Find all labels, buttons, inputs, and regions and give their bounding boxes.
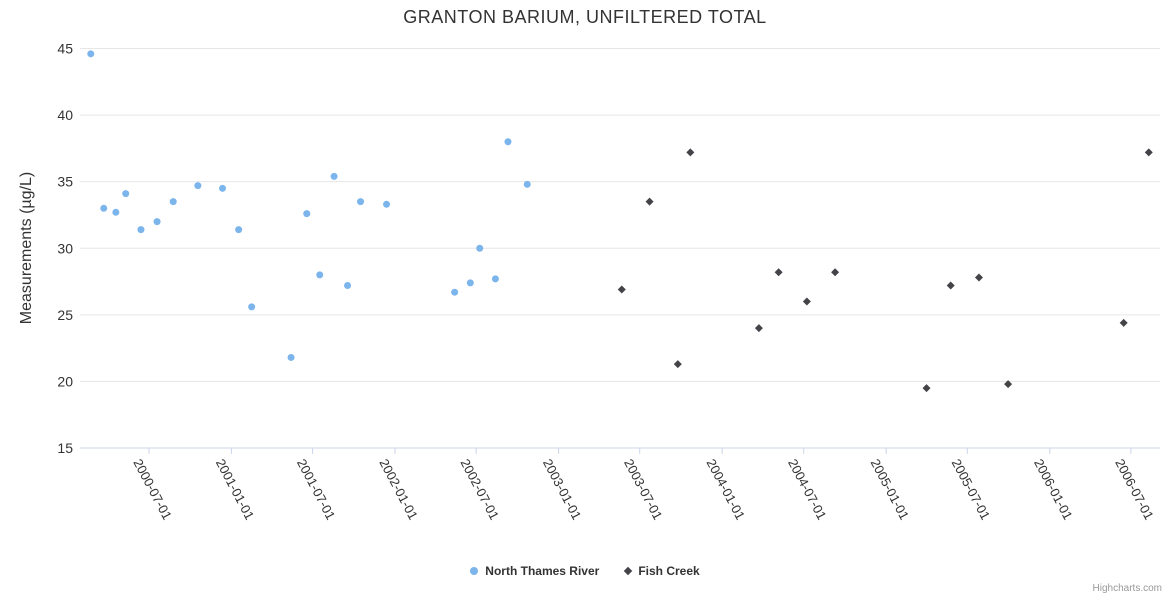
data-point-1[interactable]: [1144, 148, 1153, 157]
x-tick-label: 2004-07-01: [785, 456, 829, 522]
data-point-1[interactable]: [802, 297, 811, 306]
legend-label: Fish Creek: [638, 564, 700, 578]
data-point-1[interactable]: [686, 148, 695, 157]
legend-label: North Thames River: [485, 564, 600, 578]
data-point-1[interactable]: [617, 285, 626, 294]
data-point-1[interactable]: [1119, 318, 1128, 327]
data-point-0[interactable]: [194, 182, 202, 190]
data-point-0[interactable]: [122, 190, 130, 198]
legend-item-fish-creek[interactable]: Fish Creek: [624, 564, 700, 578]
diamond-marker-icon: [624, 566, 633, 576]
data-point-1[interactable]: [1004, 380, 1013, 389]
legend: North Thames River Fish Creek: [0, 559, 1170, 583]
data-point-0[interactable]: [466, 279, 474, 287]
data-point-0[interactable]: [112, 208, 120, 216]
data-point-1[interactable]: [946, 281, 955, 290]
data-point-0[interactable]: [476, 244, 484, 252]
x-tick-label: 2003-07-01: [621, 456, 665, 522]
data-point-0[interactable]: [87, 50, 95, 58]
y-tick-label: 30: [57, 240, 73, 256]
data-point-0[interactable]: [169, 198, 177, 206]
data-point-0[interactable]: [248, 303, 256, 311]
data-point-0[interactable]: [330, 172, 338, 180]
data-point-1[interactable]: [831, 268, 840, 277]
data-point-0[interactable]: [100, 204, 108, 212]
data-point-0[interactable]: [451, 288, 459, 296]
y-tick-label: 15: [57, 440, 73, 456]
data-point-0[interactable]: [137, 226, 145, 234]
plot-area: 15 20 25 30 35 40 45 2000-07-01 2001-01-01 2001-0…: [57, 41, 1160, 522]
data-point-0[interactable]: [303, 210, 311, 218]
data-point-1[interactable]: [922, 384, 931, 393]
x-tick-label: 2004-01-01: [704, 456, 748, 522]
x-tick-label: 2002-01-01: [376, 456, 420, 522]
data-point-0[interactable]: [235, 226, 243, 234]
y-tick-label: 40: [57, 107, 73, 123]
x-tick-label: 2005-01-01: [868, 456, 912, 522]
x-tick-label: 2006-07-01: [1112, 456, 1156, 522]
data-point-0[interactable]: [316, 271, 324, 279]
data-point-1[interactable]: [774, 268, 783, 277]
y-tick-label: 20: [57, 373, 73, 389]
data-point-1[interactable]: [754, 324, 763, 333]
y-tick-label: 35: [57, 174, 73, 190]
legend-item-north-thames-river[interactable]: North Thames River: [470, 564, 599, 578]
x-tick-label: 2002-07-01: [458, 456, 502, 522]
x-tick-label: 2001-01-01: [213, 456, 257, 522]
x-tick-label: 2003-01-01: [540, 456, 584, 522]
data-point-0[interactable]: [504, 138, 512, 146]
data-point-1[interactable]: [645, 197, 654, 206]
highcharts-credits-link[interactable]: Highcharts.com: [1092, 583, 1162, 594]
x-tick-label: 2001-07-01: [294, 456, 338, 522]
data-point-0[interactable]: [523, 180, 531, 188]
circle-marker-icon: [470, 567, 479, 575]
chart-title: GRANTON BARIUM, UNFILTERED TOTAL: [403, 7, 767, 27]
y-axis-title: Measurements (µg/L): [18, 171, 35, 325]
data-point-0[interactable]: [357, 198, 365, 206]
x-tick-label: 2000-07-01: [130, 456, 174, 522]
data-point-1[interactable]: [673, 360, 682, 369]
data-point-0[interactable]: [153, 218, 161, 226]
x-tick-label: 2006-01-01: [1031, 456, 1075, 522]
data-point-0[interactable]: [491, 275, 499, 283]
y-tick-label: 25: [57, 307, 73, 323]
data-point-0[interactable]: [344, 282, 352, 290]
x-tick-label: 2005-07-01: [949, 456, 993, 522]
y-tick-label: 45: [57, 41, 73, 57]
data-point-0[interactable]: [219, 184, 227, 192]
data-point-1[interactable]: [974, 273, 983, 282]
data-point-0[interactable]: [383, 200, 391, 208]
data-point-0[interactable]: [287, 353, 295, 361]
